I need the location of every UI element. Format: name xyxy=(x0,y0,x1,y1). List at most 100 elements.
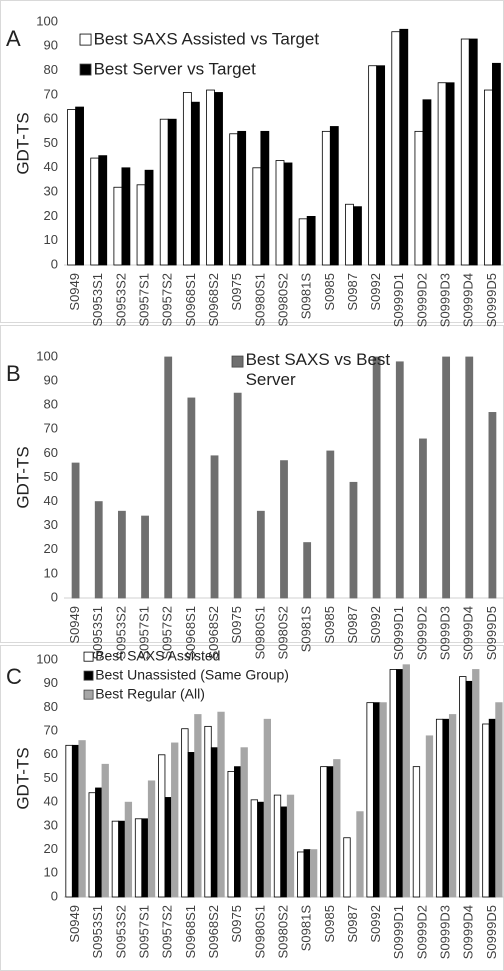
bar xyxy=(134,818,143,898)
y-tick-label: 0 xyxy=(51,589,58,604)
bar xyxy=(78,740,86,898)
x-tick-label: S0999D1 xyxy=(391,905,406,959)
legend-label: Best Regular (All) xyxy=(95,686,205,702)
bar xyxy=(121,167,131,266)
y-tick-label: 30 xyxy=(44,817,58,832)
bar xyxy=(187,752,196,898)
bar xyxy=(437,82,447,266)
bar xyxy=(353,206,362,266)
bar xyxy=(94,501,103,599)
bar xyxy=(171,742,179,898)
y-tick-label: 80 xyxy=(44,397,58,412)
bar xyxy=(492,62,501,266)
bar xyxy=(250,799,258,898)
bar xyxy=(164,356,173,599)
x-tick-label: S0957S1 xyxy=(136,905,151,959)
x-tick-label: S0968S2 xyxy=(206,606,221,660)
y-tick-label: 70 xyxy=(44,86,58,101)
bar xyxy=(286,794,295,898)
x-tick-label: S0999D1 xyxy=(391,273,406,327)
y-axis-label: GDT-TS xyxy=(13,446,32,508)
y-tick-label: 100 xyxy=(36,651,58,666)
bar xyxy=(303,542,312,599)
bar xyxy=(275,160,285,266)
bar xyxy=(252,167,262,266)
x-tick-label: S0981S xyxy=(299,606,314,653)
legend-label: Best Unassisted (Same Group) xyxy=(95,667,289,683)
bar xyxy=(273,794,282,898)
x-tick-label: S0985 xyxy=(322,273,337,311)
bar xyxy=(229,133,239,266)
bar xyxy=(113,186,123,266)
y-tick-label: 60 xyxy=(44,445,58,460)
bar xyxy=(448,714,457,898)
bar xyxy=(260,130,270,266)
bar xyxy=(414,130,424,266)
x-tick-label: S0999D2 xyxy=(414,273,429,327)
x-tick-label: S0975 xyxy=(229,606,244,644)
bar xyxy=(349,481,358,599)
bar xyxy=(376,65,386,266)
bar xyxy=(459,676,467,898)
x-tick-label: S0968S2 xyxy=(206,905,221,959)
x-tick-label: S0980S1 xyxy=(252,905,267,959)
panel-label: C xyxy=(6,664,22,689)
panel-label: A xyxy=(6,26,21,51)
bar xyxy=(465,356,474,599)
legend-swatch xyxy=(83,651,94,662)
x-tick-label: S0981S xyxy=(299,273,314,320)
bar xyxy=(147,780,156,898)
legend-box: Best SAXS vs Best Server xyxy=(246,350,391,389)
x-tick-label: S0968S2 xyxy=(206,273,221,327)
y-tick-label: 20 xyxy=(44,208,58,223)
y-tick-label: 80 xyxy=(44,62,58,77)
y-tick-label: 90 xyxy=(44,675,58,690)
x-tick-label: S0968S1 xyxy=(183,273,198,327)
y-tick-label: 70 xyxy=(44,421,58,436)
x-tick-label: S0980S2 xyxy=(275,273,290,327)
bar xyxy=(210,747,219,898)
x-tick-label: S0957S2 xyxy=(160,273,175,327)
bar xyxy=(75,106,84,266)
y-tick-label: 40 xyxy=(44,493,58,508)
x-tick-label: S0980S2 xyxy=(275,606,290,660)
y-tick-label: 10 xyxy=(44,232,58,247)
x-tick-label: S0999D2 xyxy=(414,905,429,959)
bar xyxy=(368,65,378,266)
bar xyxy=(71,744,80,898)
x-tick-label: S0999D4 xyxy=(461,905,476,959)
x-tick-label: S0975 xyxy=(229,273,244,311)
y-tick-label: 100 xyxy=(36,13,58,28)
y-tick-label: 100 xyxy=(36,348,58,363)
bar xyxy=(395,361,404,599)
bar xyxy=(495,702,503,898)
bar xyxy=(194,714,202,898)
bar xyxy=(283,162,293,266)
bar xyxy=(468,38,478,266)
bar xyxy=(488,718,497,898)
bar xyxy=(356,811,364,898)
bar xyxy=(465,680,473,898)
y-tick-label: 30 xyxy=(44,184,58,199)
bar xyxy=(256,510,265,599)
bar xyxy=(372,356,381,599)
bar xyxy=(90,157,100,266)
y-tick-label: 0 xyxy=(51,256,58,271)
y-tick-label: 60 xyxy=(44,746,58,761)
bar xyxy=(326,766,334,898)
bar xyxy=(167,118,177,266)
y-tick-label: 70 xyxy=(44,723,58,738)
x-tick-label: S0953S1 xyxy=(90,606,105,660)
y-tick-label: 0 xyxy=(51,888,58,903)
bar xyxy=(237,130,247,266)
bar xyxy=(67,109,76,266)
x-tick-label: S0949 xyxy=(67,606,82,644)
bar xyxy=(214,92,223,266)
x-tick-label: S0992 xyxy=(368,273,383,311)
bar xyxy=(298,218,308,266)
bar xyxy=(98,155,108,266)
bar xyxy=(233,392,242,599)
bar xyxy=(206,89,215,266)
bar xyxy=(164,797,172,898)
bar xyxy=(484,89,493,266)
